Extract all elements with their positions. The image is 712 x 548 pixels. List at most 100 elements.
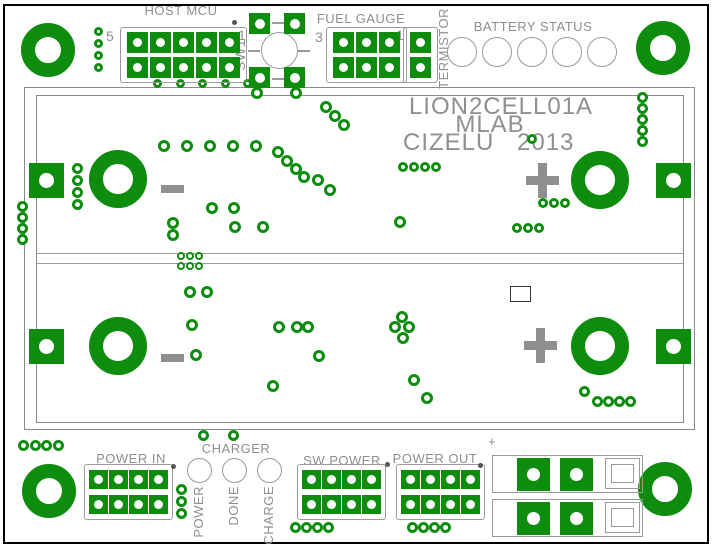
sw1-pad — [249, 67, 270, 88]
image-border — [3, 4, 709, 544]
via — [549, 198, 559, 208]
via — [439, 521, 451, 533]
terminal-pad-hole — [527, 468, 540, 481]
via — [184, 286, 196, 298]
header-pad-hole — [202, 38, 211, 47]
header-pad — [150, 32, 171, 53]
header-pad — [127, 57, 148, 78]
via — [636, 102, 648, 114]
header-pad — [302, 470, 321, 489]
square-pad-hole — [38, 338, 54, 354]
header-pad — [302, 495, 321, 514]
via — [329, 110, 341, 122]
via — [175, 507, 187, 519]
sw1-pad-hole — [289, 72, 300, 83]
via — [177, 252, 185, 260]
board-org: MLAB — [455, 111, 525, 138]
battery-status-led — [517, 37, 547, 67]
board-year: 2013 — [517, 129, 575, 156]
via — [290, 87, 302, 99]
sw1-body-line-left — [248, 50, 260, 52]
header-pad — [342, 495, 361, 514]
via — [40, 439, 52, 451]
via — [281, 155, 293, 167]
header-pad — [219, 32, 240, 53]
sw1-body-line-top — [272, 22, 284, 24]
sw1-pad — [284, 67, 305, 88]
power-in-label: POWER IN — [96, 451, 166, 466]
header-pad — [196, 57, 217, 78]
via — [204, 140, 216, 152]
header-pad-hole — [133, 63, 142, 72]
header-pad — [441, 495, 460, 514]
header-pad — [109, 495, 128, 514]
header-outline-power-out — [396, 464, 485, 520]
header-pad — [421, 470, 440, 489]
header-pad-hole — [154, 500, 163, 509]
header-pad-hole — [426, 475, 435, 484]
battery-status-label: BATTERY STATUS — [473, 19, 593, 34]
header-pad-hole — [154, 475, 163, 484]
header-outline-power-in — [84, 464, 173, 520]
terminal-pad-hole — [570, 468, 583, 481]
via — [636, 91, 648, 103]
header-pad — [333, 57, 354, 78]
header-pad — [379, 57, 400, 78]
header-pad — [173, 32, 194, 53]
header-pad — [342, 470, 361, 489]
header-pad — [173, 57, 194, 78]
battery-status-led — [552, 37, 582, 67]
battery-minus-marker — [161, 354, 184, 362]
header-pad-hole — [385, 63, 394, 72]
square-pad — [655, 328, 691, 364]
via — [302, 321, 314, 333]
header-pad — [109, 470, 128, 489]
via — [71, 162, 83, 174]
header-pad — [461, 495, 480, 514]
via — [417, 521, 429, 533]
header-pad — [219, 57, 240, 78]
via — [578, 385, 590, 397]
via — [406, 521, 418, 533]
header-pad — [461, 470, 480, 489]
battery-holder-inner-outline — [36, 95, 684, 423]
header-pad-hole — [327, 475, 336, 484]
terminal-plus-label: + — [488, 434, 497, 449]
header-pad-hole — [466, 500, 475, 509]
header-pad-hole — [339, 63, 348, 72]
square-pad-hole — [665, 338, 681, 354]
charger-led — [256, 457, 282, 483]
via — [228, 202, 240, 214]
via — [320, 101, 332, 113]
via — [431, 162, 441, 172]
via — [181, 140, 193, 152]
via — [227, 429, 239, 441]
header-pad — [149, 495, 168, 514]
via — [175, 483, 187, 495]
board-author: CIZELU — [403, 129, 495, 156]
via — [175, 78, 185, 88]
header-pad-hole — [202, 63, 211, 72]
host-pin1-label: 1 — [238, 27, 247, 43]
header-pad — [196, 32, 217, 53]
charger-led — [186, 457, 212, 483]
header-pad — [127, 32, 148, 53]
header-pad — [129, 495, 148, 514]
via — [591, 395, 603, 407]
header-pad — [401, 495, 420, 514]
header-pad-hole — [133, 38, 142, 47]
via — [538, 198, 548, 208]
plus-v-bar — [538, 163, 547, 198]
header-pad-hole — [114, 500, 123, 509]
via — [71, 186, 83, 198]
header-pad — [362, 495, 381, 514]
via — [613, 395, 625, 407]
via — [71, 174, 83, 186]
via — [177, 262, 185, 270]
battery-status-led — [447, 37, 477, 67]
via — [397, 332, 409, 344]
via — [300, 521, 312, 533]
charger-label: CHARGER — [201, 441, 271, 456]
header-pad-hole — [362, 63, 371, 72]
